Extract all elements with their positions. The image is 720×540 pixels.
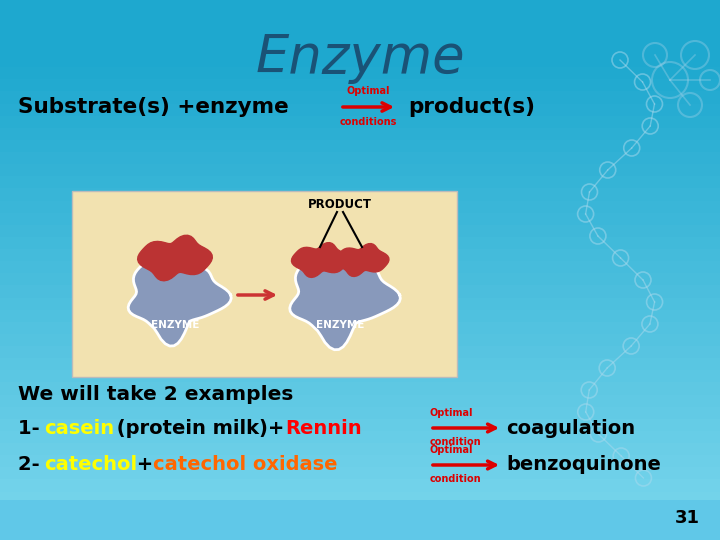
Text: 2-: 2- — [18, 456, 46, 475]
Bar — [0, 418, 720, 432]
Bar — [0, 140, 720, 153]
Text: We will take 2 examples: We will take 2 examples — [18, 386, 293, 404]
Text: ENZYME: ENZYME — [316, 320, 364, 330]
Text: Optimal: Optimal — [430, 445, 474, 455]
Bar — [0, 164, 720, 177]
Text: Optimal: Optimal — [430, 408, 474, 418]
Bar — [0, 225, 720, 238]
Bar — [0, 261, 720, 274]
Bar — [0, 273, 720, 286]
Text: +: + — [130, 456, 153, 475]
Bar — [0, 443, 720, 456]
Polygon shape — [292, 242, 348, 278]
Text: catechol oxidase: catechol oxidase — [153, 456, 338, 475]
Bar — [0, 79, 720, 92]
Bar — [0, 188, 720, 201]
Bar — [0, 285, 720, 299]
Bar — [0, 298, 720, 310]
Bar — [0, 480, 720, 492]
Bar — [0, 455, 720, 468]
Bar — [0, 516, 720, 529]
Bar — [0, 431, 720, 444]
Bar — [0, 200, 720, 214]
Bar — [0, 346, 720, 359]
Text: Substrate(s) +enzyme: Substrate(s) +enzyme — [18, 97, 289, 117]
Bar — [0, 152, 720, 165]
Text: ENZYME: ENZYME — [150, 320, 199, 330]
Polygon shape — [335, 244, 389, 276]
Text: condition: condition — [430, 437, 482, 447]
Bar — [0, 0, 720, 55]
Text: coagulation: coagulation — [506, 418, 635, 437]
Bar — [0, 249, 720, 262]
Bar — [0, 358, 720, 372]
Text: catechol: catechol — [44, 456, 137, 475]
Bar — [0, 237, 720, 250]
Bar — [0, 91, 720, 105]
Bar — [0, 104, 720, 117]
Bar — [0, 322, 720, 335]
Bar — [0, 500, 720, 540]
Polygon shape — [289, 256, 400, 350]
Text: conditions: conditions — [340, 117, 397, 127]
Bar — [0, 491, 720, 504]
Text: condition: condition — [430, 474, 482, 484]
Bar — [0, 382, 720, 395]
Bar — [0, 176, 720, 190]
Bar — [0, 528, 720, 540]
Polygon shape — [128, 259, 231, 346]
Text: casein: casein — [44, 418, 114, 437]
Text: PRODUCT: PRODUCT — [308, 199, 372, 212]
Text: benzoquinone: benzoquinone — [506, 456, 661, 475]
Bar — [72, 191, 457, 377]
Polygon shape — [138, 235, 212, 281]
Text: product(s): product(s) — [408, 97, 535, 117]
Bar — [0, 213, 720, 226]
Bar — [0, 128, 720, 141]
Text: 31: 31 — [675, 509, 700, 527]
Bar — [0, 407, 720, 420]
Bar — [0, 395, 720, 408]
Bar — [0, 67, 720, 80]
Text: Rennin: Rennin — [285, 418, 361, 437]
Bar — [0, 334, 720, 347]
Bar — [0, 309, 720, 323]
Bar — [0, 370, 720, 383]
Text: Enzyme: Enzyme — [255, 32, 465, 84]
Bar — [0, 116, 720, 129]
Bar — [0, 467, 720, 481]
Text: (protein milk)+: (protein milk)+ — [110, 418, 284, 437]
Bar — [0, 504, 720, 517]
Text: Optimal: Optimal — [347, 86, 390, 96]
Bar — [0, 55, 720, 68]
Text: 1-: 1- — [18, 418, 46, 437]
